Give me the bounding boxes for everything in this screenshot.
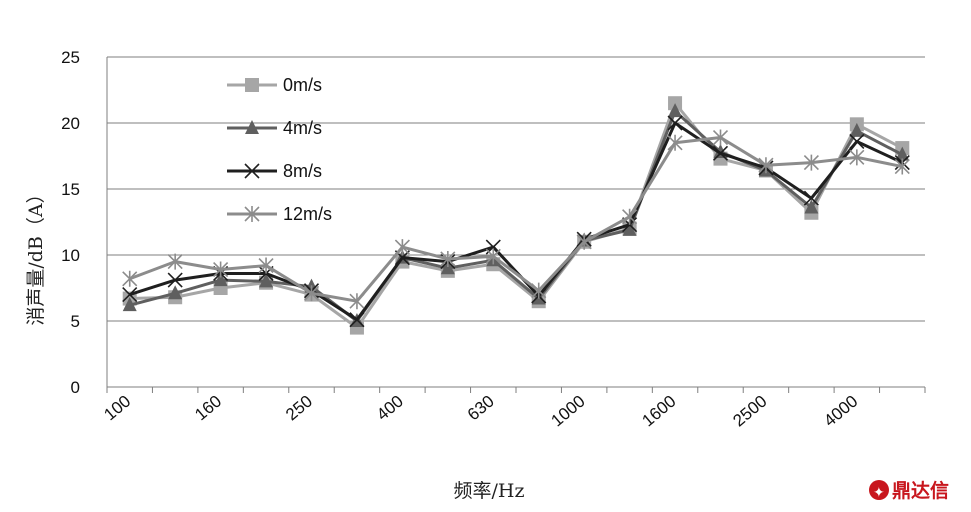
legend-item: 0m/s <box>227 75 322 95</box>
x-tick-label: 1600 <box>638 392 679 431</box>
legend-item: 4m/s <box>227 118 322 138</box>
x-tick-label: 4000 <box>820 392 861 431</box>
data-point <box>712 145 729 161</box>
x-tick-label: 250 <box>282 392 316 425</box>
data-point <box>485 248 501 265</box>
data-point <box>122 270 138 287</box>
x-tick-label: 160 <box>191 392 225 425</box>
data-series <box>122 96 910 335</box>
data-point <box>803 154 819 171</box>
brand-logo-icon <box>869 480 889 500</box>
legend-label: 4m/s <box>283 118 322 138</box>
x-tick-labels: 100 160 250 400 630 1000 1600 2500 4000 <box>100 392 861 431</box>
data-point <box>758 157 774 174</box>
data-point <box>259 273 274 288</box>
legend-swatch-marker <box>245 120 259 134</box>
series-12m-per-s <box>122 129 910 310</box>
x-tick-label: 630 <box>464 392 498 425</box>
data-point <box>849 122 864 137</box>
data-point <box>213 261 229 278</box>
legend-swatch-marker <box>245 78 259 92</box>
data-point <box>804 199 819 214</box>
data-point <box>122 287 138 303</box>
brand-logo-mark: ✦ <box>873 485 885 501</box>
legend-item: 12m/s <box>227 204 332 224</box>
y-tick-label: 10 <box>61 246 80 265</box>
data-point <box>167 253 183 270</box>
series-line <box>129 109 903 323</box>
data-point <box>895 146 910 161</box>
series-8m-per-s <box>122 115 910 328</box>
data-point <box>712 129 729 146</box>
legend-label: 8m/s <box>283 161 322 181</box>
data-point <box>349 312 365 328</box>
data-point <box>576 233 592 250</box>
data-point <box>668 103 683 118</box>
data-point <box>622 208 638 225</box>
y-tick-labels: 0 5 10 15 20 25 <box>61 48 80 397</box>
x-tick-label: 2500 <box>729 392 770 431</box>
data-point <box>303 285 320 302</box>
series-line <box>129 121 903 322</box>
data-point <box>394 239 410 256</box>
legend-label: 12m/s <box>283 204 332 224</box>
data-point <box>167 272 183 288</box>
data-point <box>849 149 865 166</box>
x-axis-title: 频率/Hz <box>454 480 525 502</box>
data-point <box>531 282 547 299</box>
legend-item: 8m/s <box>227 161 322 181</box>
y-tick-label: 20 <box>61 114 80 133</box>
data-point <box>894 158 910 175</box>
y-tick-label: 25 <box>61 48 80 67</box>
x-tick-label: 1000 <box>548 392 589 431</box>
data-point <box>622 221 637 236</box>
data-point <box>849 133 865 150</box>
y-tick-label: 0 <box>71 378 80 397</box>
x-tick-label: 400 <box>373 392 407 425</box>
grid-lines <box>107 56 925 322</box>
y-tick-label: 5 <box>71 312 80 331</box>
y-axis-title: 消声量/dB（A） <box>25 184 47 325</box>
data-point <box>213 272 228 287</box>
axes <box>106 57 926 393</box>
legend-swatch-marker <box>244 163 260 179</box>
brand-logo: ✦ 鼎达信 <box>869 479 949 502</box>
data-point <box>349 293 365 310</box>
data-point <box>803 190 819 206</box>
legend: 0m/s 4m/s 8m/s 12m/s <box>227 75 332 224</box>
brand-logo-text: 鼎达信 <box>892 479 949 502</box>
data-point <box>122 297 137 312</box>
data-point <box>440 250 456 267</box>
x-tick-label: 100 <box>100 392 134 425</box>
legend-label: 0m/s <box>283 75 322 95</box>
y-tick-label: 15 <box>61 180 80 199</box>
series-line <box>129 136 903 303</box>
legend-swatch-marker <box>244 206 260 222</box>
data-point <box>440 260 455 275</box>
data-point <box>258 257 274 274</box>
data-point <box>667 134 683 151</box>
data-point <box>667 115 683 131</box>
data-point <box>168 285 183 300</box>
